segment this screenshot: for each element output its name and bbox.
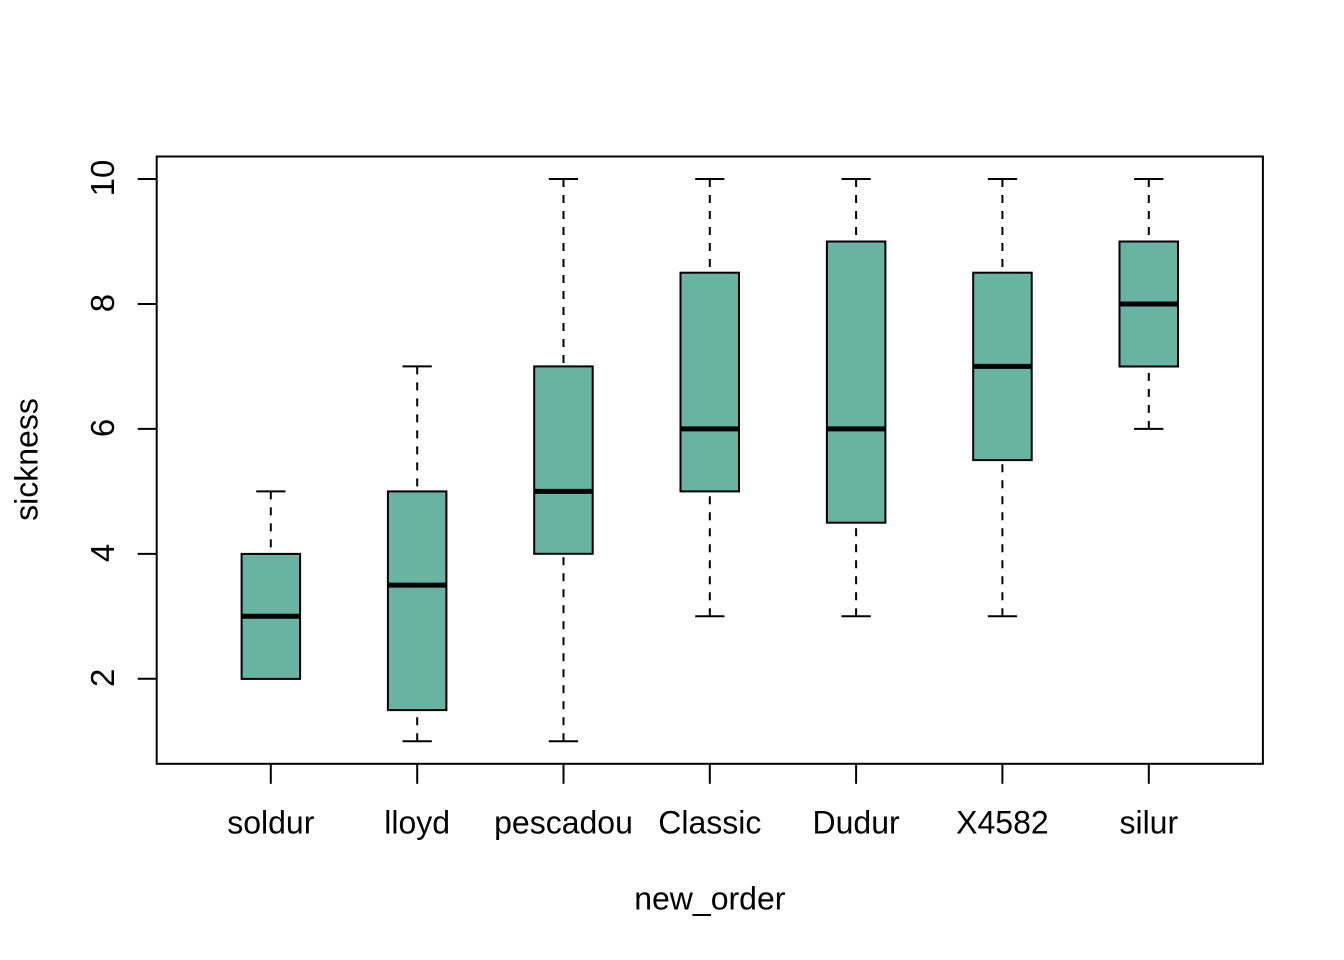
svg-text:Classic: Classic bbox=[658, 805, 761, 841]
svg-text:silur: silur bbox=[1119, 805, 1178, 841]
svg-text:10: 10 bbox=[84, 160, 121, 197]
svg-text:6: 6 bbox=[84, 419, 121, 437]
svg-text:lloyd: lloyd bbox=[384, 805, 450, 841]
svg-text:2: 2 bbox=[84, 669, 121, 687]
svg-text:soldur: soldur bbox=[227, 805, 315, 841]
svg-text:Dudur: Dudur bbox=[813, 805, 901, 841]
svg-text:sickness: sickness bbox=[9, 398, 45, 521]
svg-text:new_order: new_order bbox=[634, 881, 786, 917]
svg-text:8: 8 bbox=[84, 294, 121, 312]
svg-text:X4582: X4582 bbox=[956, 805, 1049, 841]
svg-text:pescadou: pescadou bbox=[494, 805, 633, 841]
svg-text:4: 4 bbox=[84, 544, 121, 562]
